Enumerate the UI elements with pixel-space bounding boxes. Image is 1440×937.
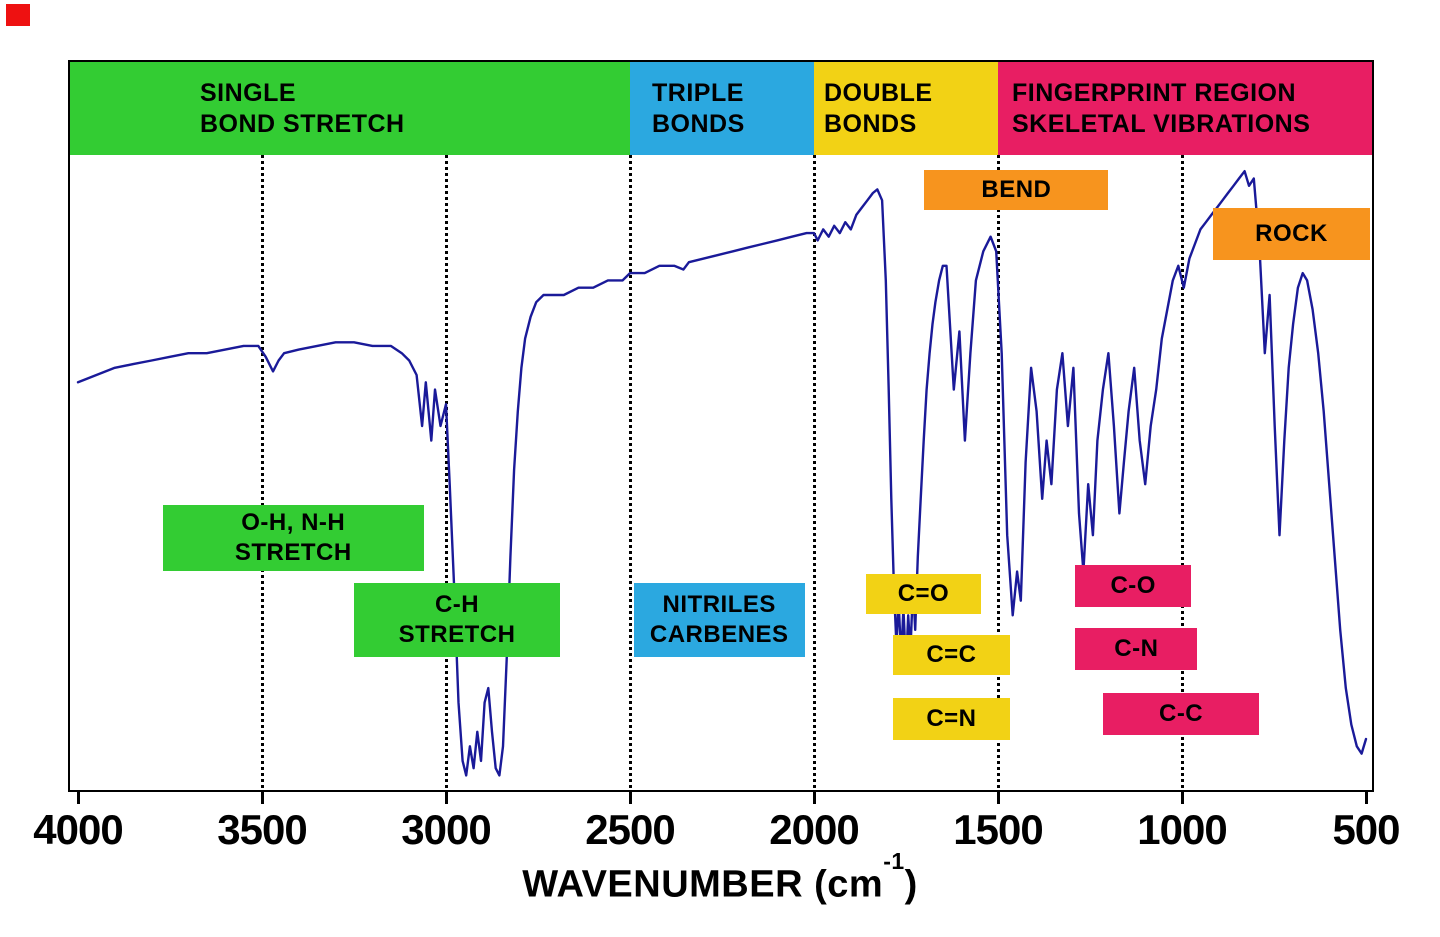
x-tick-label-3500: 3500: [217, 806, 307, 853]
annotation-c-o: C=O: [865, 574, 982, 614]
annotation-label-line2: CARBENES: [649, 621, 789, 648]
annotation-label: C=C: [926, 641, 977, 668]
gridline-3000: [444, 155, 448, 788]
annotation-c-o: C-O: [1075, 565, 1192, 607]
region-band-label-line1: FINGERPRINT REGION: [1012, 78, 1297, 107]
annotation-label: C=O: [897, 580, 950, 607]
gridline-3500: [260, 155, 264, 788]
gridline-2500: [628, 155, 632, 788]
annotation-bend: BEND: [924, 170, 1109, 210]
x-tick-label-1500: 1500: [953, 806, 1043, 853]
x-tick-label-2000: 2000: [769, 806, 859, 853]
region-band-label-line1: TRIPLE: [652, 78, 744, 107]
x-tick-label-500: 500: [1332, 806, 1400, 853]
region-band-4: FINGERPRINT REGION SKELETAL VIBRATIONS: [998, 62, 1372, 155]
region-band-label-line1: DOUBLE: [824, 78, 933, 107]
annotation-label: C=N: [926, 705, 977, 732]
gridline-1500: [996, 155, 1000, 788]
gridline-2000: [812, 155, 816, 788]
x-tick-2000: [812, 792, 816, 804]
region-band-label-line2: BOND STRETCH: [200, 109, 405, 138]
x-tick-1500: [996, 792, 1000, 804]
annotation-label: C-H: [434, 591, 480, 618]
x-tick-label-3000: 3000: [401, 806, 491, 853]
region-band-label-line2: BONDS: [652, 109, 745, 138]
x-tick-4000: [76, 792, 80, 804]
x-tick-3500: [260, 792, 264, 804]
x-tick-label-2500: 2500: [585, 806, 675, 853]
ir-spectrum-trace: [76, 170, 1368, 777]
x-tick-2500: [628, 792, 632, 804]
region-band-2: TRIPLE BONDS: [630, 62, 814, 155]
annotation-o-h-n-h: O-H, N-H STRETCH: [162, 505, 424, 571]
x-tick-label-1000: 1000: [1137, 806, 1227, 853]
annotation-label: O-H, N-H: [241, 509, 346, 536]
annotation-c-n: C=N: [893, 698, 1010, 740]
annotation-label-line2: STRETCH: [234, 539, 352, 566]
annotation-label: C-C: [1158, 700, 1204, 727]
x-axis-title-superscript: -1: [883, 848, 905, 874]
region-band-label-line2: SKELETAL VIBRATIONS: [1012, 109, 1311, 138]
x-tick-3000: [444, 792, 448, 804]
annotation-label: C-O: [1110, 572, 1156, 599]
red-corner-mark: [6, 4, 30, 26]
x-tick-label-4000: 4000: [33, 806, 123, 853]
annotation-c-c: C=C: [893, 635, 1010, 675]
annotation-label: C-N: [1114, 635, 1159, 662]
gridline-1000: [1180, 155, 1184, 788]
annotation-label: ROCK: [1255, 220, 1328, 247]
annotation-nitriles: NITRILES CARBENES: [633, 583, 805, 657]
x-axis-title: WAVENUMBER (cm-1): [0, 848, 1440, 907]
annotation-c-h: C-H STRETCH: [354, 583, 561, 657]
annotation-rock: ROCK: [1213, 208, 1370, 260]
region-band-3: DOUBLE BONDS: [814, 62, 998, 155]
x-tick-500: [1364, 792, 1368, 804]
x-axis-title-close: ): [904, 863, 918, 906]
annotation-label: BEND: [981, 176, 1052, 203]
annotation-c-n: C-N: [1075, 628, 1198, 670]
region-band-label-line1: SINGLE: [200, 78, 297, 107]
x-tick-1000: [1180, 792, 1184, 804]
annotation-label: NITRILES: [662, 591, 776, 618]
region-band-label-line2: BONDS: [824, 109, 917, 138]
region-band-1: SINGLE BOND STRETCH: [70, 62, 630, 155]
annotation-c-c: C-C: [1102, 693, 1260, 735]
x-axis-title-text: WAVENUMBER (cm: [522, 863, 884, 906]
annotation-label-line2: STRETCH: [398, 621, 516, 648]
